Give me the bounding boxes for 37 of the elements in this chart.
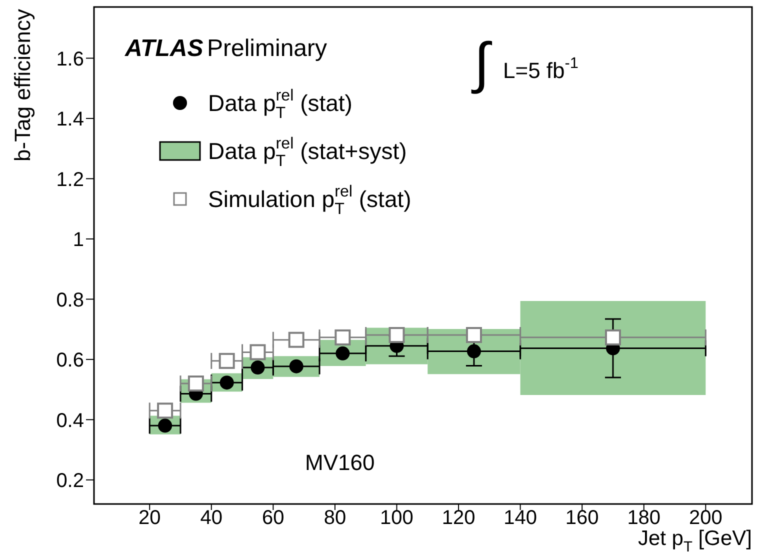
x-tick-label: 160 <box>565 507 599 530</box>
x-tick-label: 20 <box>138 507 161 530</box>
y-tick-label: 0.8 <box>56 289 84 312</box>
x-tick-label: 200 <box>688 507 722 530</box>
legend-label: Simulation p$_{T}$$^{rel}$ (stat) <box>208 182 412 218</box>
point <box>388 327 405 344</box>
annotation: L=5 fb$^{-1}$ <box>503 55 578 83</box>
y-axis-title: b-Tag efficiency <box>10 9 35 162</box>
point <box>157 402 174 419</box>
x-tick-label: 40 <box>200 507 223 530</box>
y-tick-label: 0.2 <box>56 470 84 492</box>
x-tick-label: 60 <box>262 507 284 530</box>
point <box>466 344 481 358</box>
point <box>288 332 304 348</box>
y-tick-label: 0.4 <box>56 410 84 432</box>
y-tick-label: 1.2 <box>56 168 84 191</box>
point <box>334 329 351 346</box>
point <box>604 329 621 346</box>
x-axis-title: Jet p$_{T}$ [GeV] <box>638 527 752 554</box>
legend-label: Data p$_{T}$$^{rel}$ (stat+syst) <box>208 134 407 170</box>
y-tick-label: 1.6 <box>56 48 84 70</box>
point <box>218 352 235 369</box>
x-tick-label: 120 <box>442 507 476 530</box>
x-tick-label: 80 <box>324 507 346 530</box>
annotation: MV160 <box>305 450 375 475</box>
annotation: ATLAS <box>124 35 204 62</box>
annotation: Preliminary <box>207 35 328 62</box>
y-tick-label: 1 <box>72 229 84 252</box>
annotation: ∫ <box>471 31 493 94</box>
y-tick-label: 1.4 <box>56 108 84 131</box>
x-tick-label: 140 <box>504 507 537 530</box>
x-tick-label: 100 <box>380 507 414 530</box>
point <box>250 344 266 360</box>
x-tick-label: 180 <box>627 507 661 530</box>
legend-label: Data p$_{T}$$^{rel}$ (stat) <box>208 86 352 122</box>
point <box>466 327 482 344</box>
y-tick-label: 0.6 <box>56 350 84 372</box>
